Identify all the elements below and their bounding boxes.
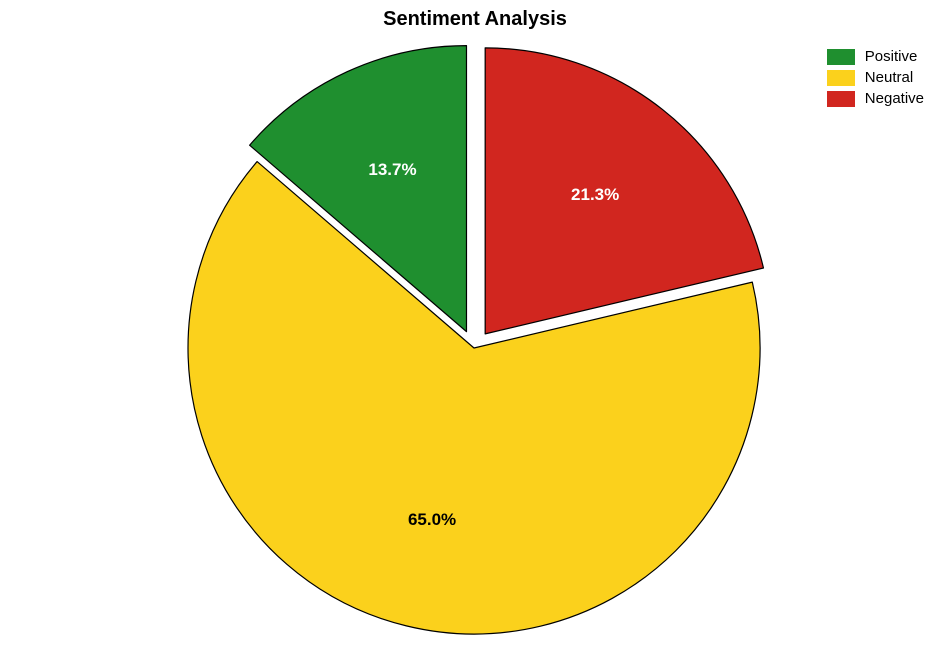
slice-label-positive: 13.7% — [368, 160, 416, 180]
slice-label-neutral: 65.0% — [408, 510, 456, 530]
legend-swatch-positive — [827, 49, 855, 65]
legend-swatch-negative — [827, 91, 855, 107]
legend-swatch-neutral — [827, 70, 855, 86]
pie-plot-area — [0, 0, 950, 667]
legend-label-negative: Negative — [865, 90, 924, 107]
legend-label-positive: Positive — [865, 48, 918, 65]
pie-svg — [0, 0, 950, 662]
legend-item-neutral: Neutral — [827, 69, 924, 86]
legend-item-positive: Positive — [827, 48, 924, 65]
slice-label-negative: 21.3% — [571, 185, 619, 205]
sentiment-pie-chart: Sentiment Analysis Positive Neutral Nega… — [0, 0, 950, 662]
legend-label-neutral: Neutral — [865, 69, 913, 86]
legend-item-negative: Negative — [827, 90, 924, 107]
legend: Positive Neutral Negative — [827, 48, 924, 111]
